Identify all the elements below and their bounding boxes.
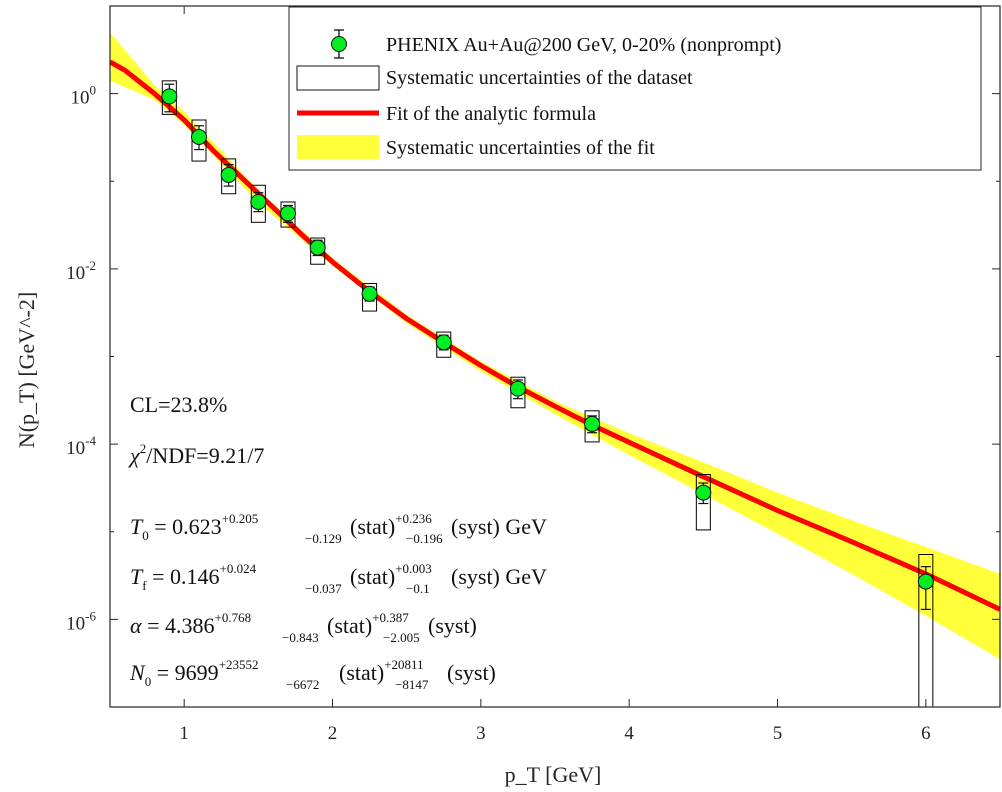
x-tick-label-2: 2	[328, 723, 338, 744]
annotation-alpha: α = 4.386+0.768−0.843 (stat)+0.387 −2.005(…	[130, 610, 477, 645]
x-tick-label-3: 3	[476, 723, 486, 744]
legend-label-syst-data: Systematic uncertainties of the dataset	[386, 67, 693, 89]
y-tick-label-2: 10-4	[66, 433, 96, 459]
data-point-10	[695, 482, 712, 505]
data-marker-10	[695, 484, 712, 501]
data-marker-1	[191, 128, 207, 145]
legend-box	[288, 6, 982, 171]
y-tick-label-1: 10-2	[66, 258, 96, 284]
data-point-4	[280, 204, 296, 223]
y-axis-label: N(p_T) [GeV^-2]	[14, 292, 39, 448]
data-marker-0	[161, 88, 178, 105]
syst-box-8	[510, 376, 526, 409]
legend-box-icon	[296, 65, 380, 91]
annotation-tf: Tf = 0.146+0.024−0.037 (stat)+0.003 −0.1 (s…	[130, 561, 547, 596]
fit-uncertainty-band-layer	[110, 32, 1000, 660]
data-point-5	[309, 239, 326, 257]
fit-uncertainty-band	[110, 32, 1000, 660]
legend: PHENIX Au+Au@200 GeV, 0-20% (nonprompt) …	[288, 6, 982, 171]
y-tick-label-0: 100	[71, 83, 97, 109]
legend-label-data: PHENIX Au+Au@200 GeV, 0-20% (nonprompt)	[386, 34, 781, 56]
annotation-t0: T0 = 0.623+0.205−0.129 (stat)+0.236 −0.196…	[130, 511, 547, 546]
legend-label-fit: Fit of the analytic formula	[386, 103, 596, 125]
data-point-7	[435, 334, 452, 351]
data-marker-11	[917, 573, 934, 590]
data-marker-3	[250, 193, 267, 210]
y-tick-label-3: 10-6	[66, 608, 96, 634]
data-marker-4	[280, 205, 296, 222]
data-point-1	[191, 125, 207, 151]
annotation-cl: CL=23.8%	[130, 392, 227, 417]
data-marker-8	[509, 380, 526, 397]
data-point-0	[161, 83, 178, 113]
data-marker-2	[220, 166, 237, 183]
fit-annotations: CL=23.8% χ2/NDF=9.21/7 T0 = 0.623+0.205−…	[128, 392, 547, 692]
annotation-n0: N0 = 9699+23552−6672 (stat)+20811 −8147 (sy…	[129, 657, 496, 692]
data-marker-5	[309, 239, 326, 256]
data-point-9	[584, 415, 601, 434]
x-axis-label: p_T [GeV]	[505, 762, 602, 787]
data-point-6	[361, 285, 378, 302]
data-point-layer	[161, 83, 934, 610]
x-tick-label-6: 6	[921, 723, 931, 744]
syst-box-layer	[161, 80, 934, 708]
data-point-8	[509, 379, 526, 400]
legend-band-icon	[297, 135, 379, 159]
legend-marker-icon	[331, 29, 347, 59]
data-point-3	[250, 192, 267, 213]
x-tick-label-1: 1	[179, 723, 189, 744]
syst-box-10	[695, 474, 711, 531]
legend-label-syst-fit: Systematic uncertainties of the fit	[386, 137, 655, 159]
annotation-chi2: χ2/NDF=9.21/7	[128, 441, 264, 468]
data-point-2	[220, 163, 237, 187]
x-tick-label-4: 4	[624, 723, 634, 744]
data-marker-9	[584, 415, 601, 432]
data-marker-6	[361, 285, 378, 302]
data-point-11	[917, 566, 934, 610]
data-marker-7	[435, 334, 452, 351]
x-tick-label-5: 5	[773, 723, 783, 744]
